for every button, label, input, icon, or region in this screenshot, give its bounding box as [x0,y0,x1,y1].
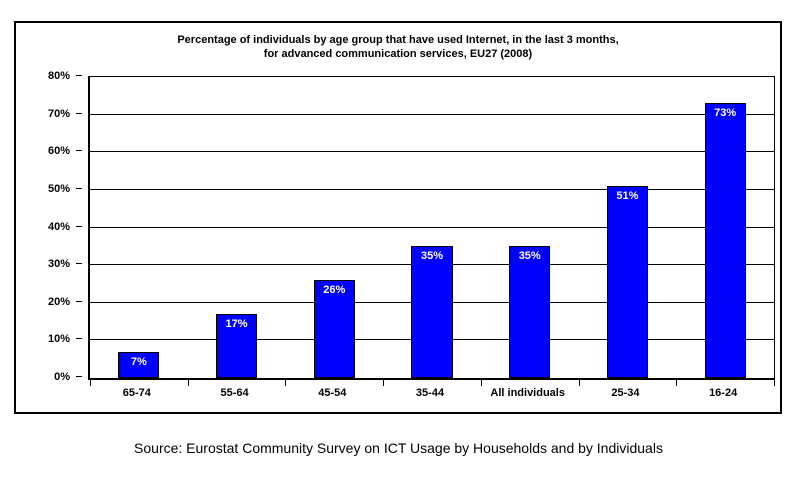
bar-value-label: 26% [323,284,346,297]
bar-value-label: 73% [714,107,737,120]
bar-value-label: 17% [225,318,248,331]
y-axis-tick [76,225,82,227]
plot-area: 7% 17% 26% 35% 35% 51% 73% [88,76,775,386]
x-axis-tick [480,380,482,386]
y-axis-label: 10% [47,333,70,346]
x-axis-category-label: 45-54 [318,387,347,399]
x-axis-category-label: All individuals [490,387,565,399]
x-axis-category-label: 16-24 [709,387,738,399]
bar: 73% [704,103,746,378]
y-axis-label: 70% [47,107,70,120]
y-axis-tick [76,75,82,76]
y-axis-tick [76,263,82,265]
y-axis-label: 0% [54,371,70,383]
x-axis: 65-74 55-64 45-54 35-44 All individuals 25-34… [88,387,774,403]
x-axis-tick [187,380,189,386]
y-axis-tick [76,187,82,189]
x-axis-category-label: 35-44 [415,387,445,399]
gridline [90,226,774,228]
x-axis-tick [774,380,775,386]
x-axis-tick [578,380,580,386]
y-axis-label: 20% [47,295,70,308]
y-axis-label: 60% [47,145,70,158]
x-axis-category-label: 55-64 [220,387,249,399]
chart-title-line1: Percentage of individuals by age group t… [177,34,619,46]
chart-frame: Percentage of individuals by age group t… [14,21,782,414]
y-axis-label: 40% [47,220,70,233]
y-axis-tick [76,300,82,302]
chart-title-line2: for advanced communication services, EU2… [263,48,533,60]
bar-value-label: 7% [130,355,147,368]
x-axis-category-label: 25-34 [611,387,640,399]
bar-value-label: 51% [616,190,639,203]
source-text: Source: Eurostat Community Survey on ICT… [134,440,663,456]
x-axis-category-label: 65-74 [122,387,151,399]
gridline [90,151,774,153]
y-axis-label: 80% [47,70,70,82]
y-axis-tick [76,112,82,114]
y-axis-label: 50% [47,182,70,195]
bar: 35% [411,246,453,378]
bar-value-label: 35% [518,250,541,263]
x-axis-tick [90,380,91,386]
bar: 51% [606,186,648,378]
x-axis-tick [676,380,678,386]
bar-value-label: 35% [420,250,443,263]
bar: 26% [313,280,355,378]
chart-title: Percentage of individuals by age group t… [16,33,780,61]
x-axis-tick [285,380,287,386]
y-axis-label: 30% [47,258,70,271]
bar: 7% [118,351,160,378]
bar: 35% [509,246,551,378]
gridline [90,188,774,190]
y-axis-tick [76,338,82,340]
y-axis-tick [76,150,82,152]
y-axis-tick [76,376,82,377]
bar: 17% [216,314,258,378]
x-axis-tick [383,380,385,386]
y-axis: 0% 10% 20% 30% 40% 50% 60% 70% 80% [16,70,82,383]
gridline [90,113,774,115]
